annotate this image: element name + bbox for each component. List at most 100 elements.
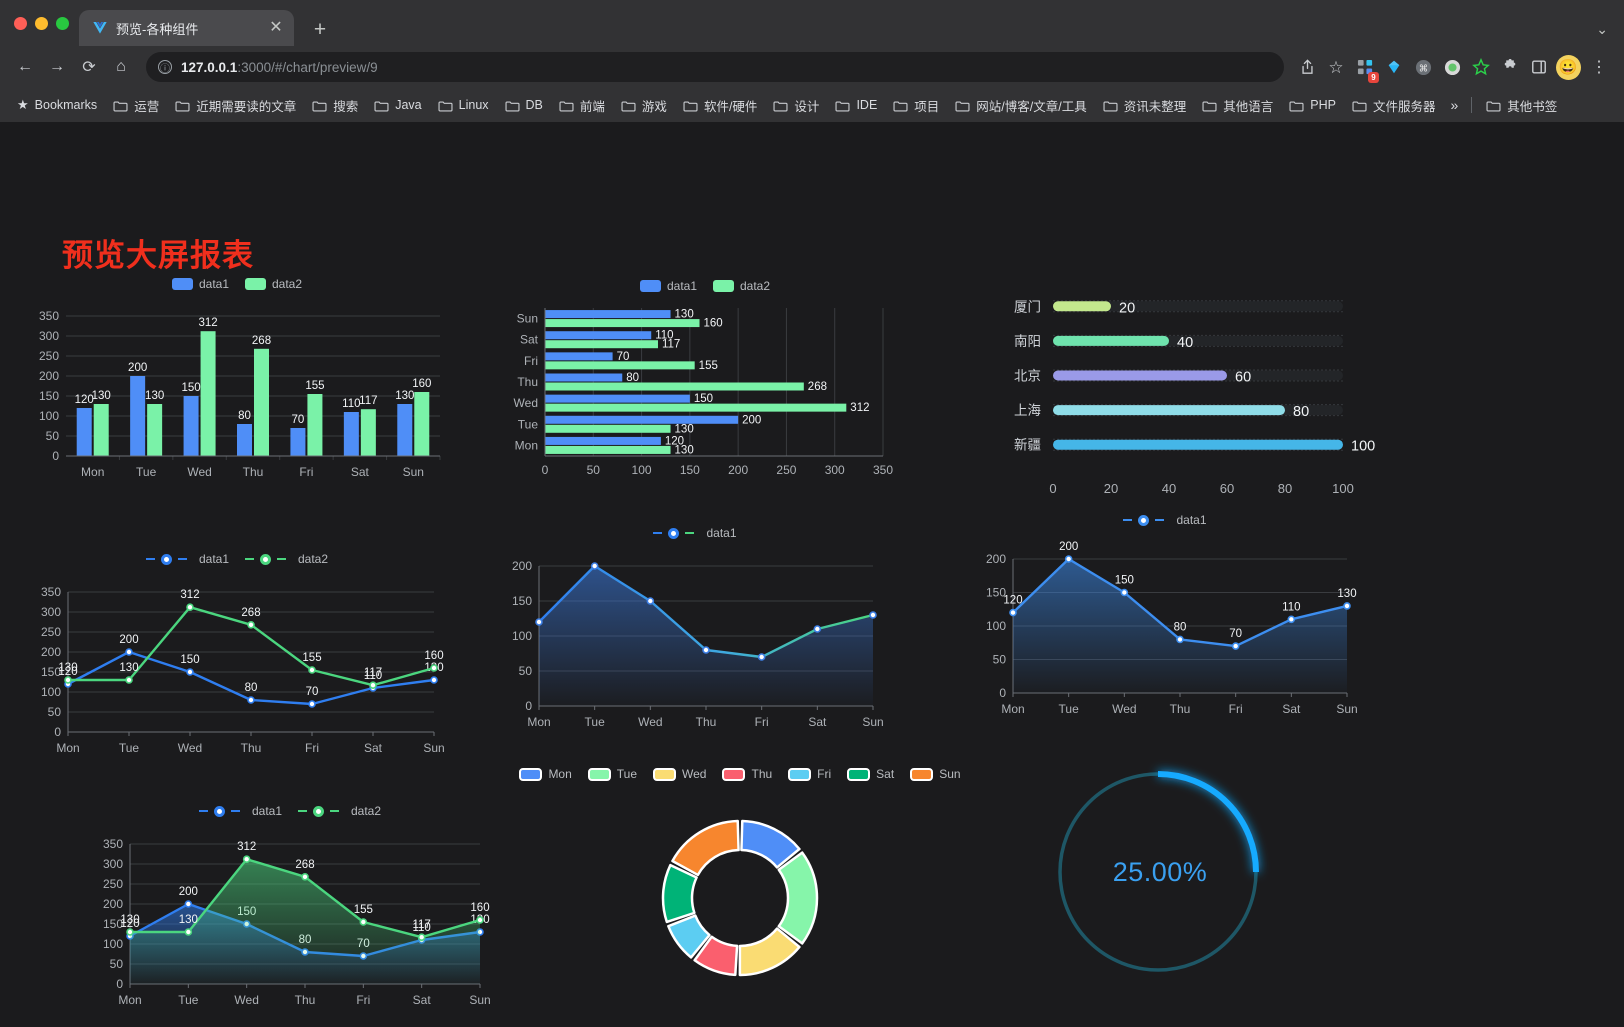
- legend-item-mon[interactable]: Mon: [519, 767, 572, 781]
- close-window-button[interactable]: [14, 16, 27, 30]
- legend-item-data1[interactable]: data1: [1123, 513, 1207, 527]
- progress-bar[interactable]: [1053, 301, 1111, 312]
- pie-slice-mon[interactable]: [740, 819, 801, 869]
- legend-item-sat[interactable]: Sat: [847, 767, 894, 781]
- avatar[interactable]: 😀: [1555, 54, 1581, 80]
- bookmark-folder-item[interactable]: PHP: [1282, 95, 1343, 115]
- data-point[interactable]: [869, 611, 877, 619]
- horizontal-bar-legend[interactable]: data1 data2: [505, 274, 905, 298]
- bar[interactable]: [360, 409, 376, 456]
- legend-item-data1[interactable]: data1: [171, 277, 229, 291]
- bar[interactable]: [545, 424, 671, 433]
- data-point[interactable]: [430, 676, 438, 684]
- data-point[interactable]: [247, 620, 255, 629]
- data-point[interactable]: [417, 933, 426, 941]
- data-point[interactable]: [186, 668, 194, 676]
- back-icon[interactable]: ←: [17, 58, 33, 75]
- bookmark-folder-item[interactable]: 资讯未整理: [1096, 93, 1194, 118]
- gradient-line-legend[interactable]: data1: [495, 520, 895, 546]
- bar[interactable]: [545, 361, 695, 370]
- bookmark-folder-item[interactable]: DB: [498, 95, 550, 115]
- pie-slice-thu[interactable]: [693, 935, 739, 977]
- bar[interactable]: [545, 382, 804, 391]
- bar[interactable]: [290, 428, 306, 456]
- data-point[interactable]: [813, 625, 822, 633]
- bar[interactable]: [200, 331, 216, 456]
- chevron-down-icon[interactable]: ⌄: [1596, 21, 1608, 37]
- legend-item-wed[interactable]: Wed: [653, 767, 706, 781]
- legend-item-data2[interactable]: data2: [298, 804, 381, 818]
- data-point[interactable]: [757, 653, 766, 661]
- bookmark-folder-item[interactable]: 软件/硬件: [676, 93, 764, 118]
- gauge-progress-arc[interactable]: [1157, 771, 1259, 873]
- side-panel-icon[interactable]: [1526, 54, 1552, 80]
- maximize-window-button[interactable]: [56, 16, 69, 30]
- data-point[interactable]: [476, 916, 484, 924]
- legend-item-tue[interactable]: Tue: [587, 767, 637, 781]
- bookmark-folder-item[interactable]: IDE: [828, 95, 884, 115]
- progress-bar[interactable]: [1053, 439, 1343, 450]
- data-point[interactable]: [646, 597, 655, 605]
- bookmark-folder-item[interactable]: 文件服务器: [1345, 93, 1443, 118]
- green-dot-extension-icon[interactable]: [1439, 54, 1465, 80]
- data-point[interactable]: [369, 681, 377, 689]
- reload-icon[interactable]: ⟳: [82, 59, 96, 76]
- stacked-area-legend[interactable]: data1 data2: [80, 798, 500, 824]
- bar[interactable]: [545, 373, 623, 382]
- area-chart-legend[interactable]: data1: [965, 507, 1365, 533]
- diamond-extension-icon[interactable]: [1381, 54, 1407, 80]
- data-point[interactable]: [301, 872, 309, 881]
- close-icon[interactable]: ✕: [269, 19, 283, 36]
- legend-item-data1[interactable]: data1: [653, 526, 737, 540]
- data-point[interactable]: [1064, 555, 1073, 563]
- site-info-icon[interactable]: ⓘ: [158, 60, 172, 75]
- bookmark-folder-item[interactable]: 搜索: [305, 93, 365, 118]
- bookmark-folder-item[interactable]: 网站/博客/文章/工具: [948, 93, 1093, 118]
- dual-line-legend[interactable]: data1 data2: [22, 546, 452, 572]
- legend-item-sun[interactable]: Sun: [910, 767, 961, 781]
- progress-bar[interactable]: [1053, 335, 1169, 346]
- pie-slice-sat[interactable]: [661, 863, 698, 924]
- minimize-window-button[interactable]: [35, 16, 48, 30]
- bookmark-folder-item[interactable]: 近期需要读的文章: [168, 93, 303, 118]
- bar[interactable]: [545, 403, 847, 412]
- data-point[interactable]: [702, 646, 710, 654]
- data-point[interactable]: [535, 618, 543, 626]
- bar[interactable]: [545, 436, 661, 445]
- data-point[interactable]: [1120, 588, 1129, 597]
- data-point[interactable]: [308, 700, 316, 708]
- data-point[interactable]: [1343, 602, 1351, 610]
- browser-menu-icon[interactable]: ⋮: [1591, 59, 1607, 76]
- bar[interactable]: [545, 319, 700, 328]
- pie-slice-sun[interactable]: [671, 819, 740, 877]
- data-point[interactable]: [64, 676, 72, 684]
- bookmark-folder-item[interactable]: Java: [367, 95, 428, 115]
- browser-tab[interactable]: 预览-各种组件 ✕: [79, 10, 294, 46]
- bookmarks-manager-item[interactable]: ★ Bookmarks: [10, 94, 104, 116]
- bar[interactable]: [76, 408, 92, 456]
- data-point[interactable]: [1176, 635, 1184, 644]
- data-point[interactable]: [359, 918, 368, 926]
- legend-item-thu[interactable]: Thu: [722, 767, 772, 781]
- data-point[interactable]: [430, 664, 438, 672]
- bookmark-star-icon[interactable]: ☆: [1323, 54, 1349, 80]
- data-point[interactable]: [247, 696, 255, 704]
- data-point[interactable]: [126, 928, 134, 936]
- new-tab-button[interactable]: +: [313, 18, 327, 41]
- data-point[interactable]: [242, 855, 251, 864]
- star-extension-icon[interactable]: [1468, 54, 1494, 80]
- legend-item-data1[interactable]: data1: [145, 552, 229, 566]
- legend-item-data1[interactable]: data1: [198, 804, 282, 818]
- progress-bar[interactable]: [1053, 370, 1227, 381]
- bar[interactable]: [147, 404, 163, 456]
- bar[interactable]: [545, 415, 739, 424]
- bar[interactable]: [545, 394, 690, 403]
- extension-grid-icon[interactable]: 9: [1352, 54, 1379, 83]
- data-point[interactable]: [1287, 615, 1296, 624]
- progress-bar[interactable]: [1053, 405, 1285, 416]
- pie-slice-wed[interactable]: [738, 927, 801, 977]
- bookmark-folder-item[interactable]: 运营: [106, 93, 166, 118]
- vertical-bar-legend[interactable]: data1 data2: [22, 272, 452, 296]
- bar[interactable]: [545, 310, 671, 319]
- window-traffic-lights[interactable]: [12, 0, 79, 46]
